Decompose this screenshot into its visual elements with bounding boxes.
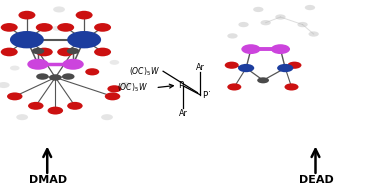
Circle shape	[227, 33, 238, 39]
Circle shape	[53, 6, 65, 12]
Circle shape	[241, 44, 261, 54]
Circle shape	[253, 7, 263, 12]
Circle shape	[94, 48, 111, 56]
Circle shape	[32, 48, 44, 54]
Circle shape	[28, 102, 44, 110]
Circle shape	[238, 22, 249, 27]
Circle shape	[227, 83, 241, 91]
Circle shape	[62, 59, 84, 70]
Circle shape	[1, 23, 18, 32]
Circle shape	[18, 11, 35, 19]
Circle shape	[305, 5, 315, 10]
Circle shape	[49, 74, 62, 81]
Circle shape	[120, 82, 131, 88]
Circle shape	[62, 73, 75, 80]
Text: P: P	[179, 81, 184, 90]
Circle shape	[76, 11, 93, 19]
Circle shape	[94, 23, 111, 32]
Circle shape	[225, 62, 239, 69]
Circle shape	[10, 66, 20, 70]
Circle shape	[67, 31, 101, 48]
Circle shape	[101, 114, 113, 120]
Circle shape	[284, 83, 299, 91]
Circle shape	[67, 102, 83, 110]
Circle shape	[105, 92, 120, 100]
Circle shape	[0, 82, 10, 88]
Circle shape	[36, 48, 53, 56]
Text: $(OC)_5W$: $(OC)_5W$	[117, 82, 148, 94]
Text: DEAD: DEAD	[299, 175, 334, 185]
Circle shape	[36, 73, 49, 80]
Circle shape	[107, 85, 121, 92]
Text: P˙: P˙	[202, 91, 211, 100]
Circle shape	[16, 114, 28, 120]
Circle shape	[57, 23, 74, 32]
Circle shape	[238, 64, 254, 72]
Circle shape	[297, 22, 308, 27]
Circle shape	[36, 23, 53, 32]
Circle shape	[10, 31, 44, 48]
Circle shape	[261, 20, 271, 25]
Circle shape	[27, 59, 49, 70]
Circle shape	[275, 14, 286, 20]
Circle shape	[271, 44, 290, 54]
Text: DMAD: DMAD	[29, 175, 68, 185]
Circle shape	[67, 48, 79, 54]
Text: $(OC)_5W$: $(OC)_5W$	[128, 66, 159, 78]
Circle shape	[7, 92, 23, 100]
Circle shape	[257, 77, 269, 83]
Text: Ar: Ar	[179, 109, 188, 118]
Circle shape	[308, 31, 319, 37]
Circle shape	[287, 62, 301, 69]
Circle shape	[85, 68, 99, 75]
Circle shape	[52, 26, 62, 31]
Circle shape	[57, 48, 74, 56]
Circle shape	[277, 64, 293, 72]
Circle shape	[110, 60, 119, 65]
Text: Ar: Ar	[196, 63, 205, 72]
Circle shape	[1, 48, 18, 56]
Circle shape	[48, 107, 63, 115]
